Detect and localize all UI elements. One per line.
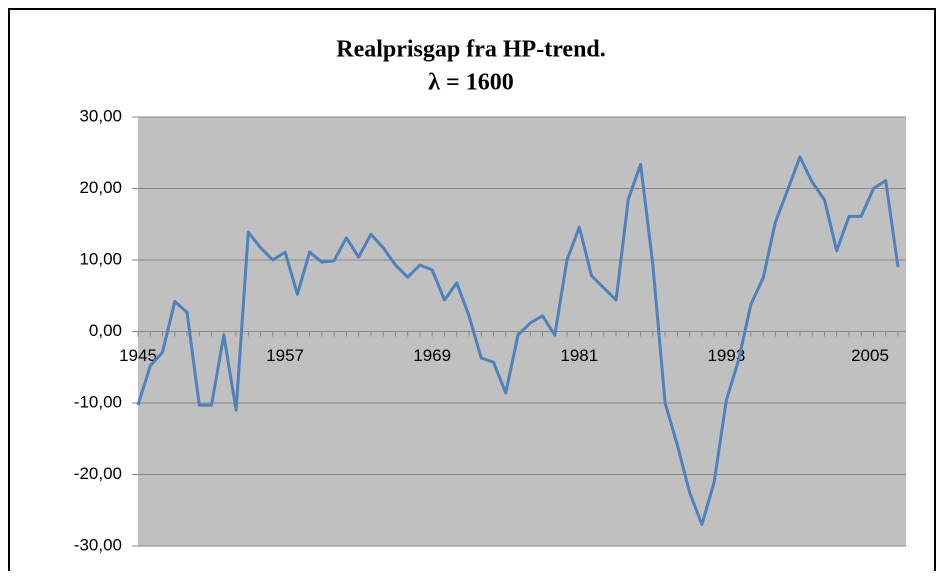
x-tick-label: 2005: [851, 346, 889, 365]
data-line: [136, 155, 900, 526]
x-tick-label: 1957: [266, 346, 304, 365]
y-tick-label: 0,00: [89, 321, 122, 340]
y-tick-label: 10,00: [79, 249, 122, 268]
x-tick-label: 1993: [707, 346, 745, 365]
chart-title: Realprisgap fra HP-trend.: [336, 37, 606, 63]
y-tick-label: -10,00: [74, 392, 122, 411]
y-tick-label: -20,00: [74, 464, 122, 483]
y-tick-label: 20,00: [79, 178, 122, 197]
x-tick-label: 1969: [413, 346, 451, 365]
y-tick-label: 30,00: [79, 106, 122, 125]
chart-subtitle: λ = 1600: [428, 70, 513, 96]
x-tick-label: 1945: [119, 346, 157, 365]
y-tick-label: -30,00: [74, 535, 122, 554]
x-tick-label: 1981: [560, 346, 598, 365]
